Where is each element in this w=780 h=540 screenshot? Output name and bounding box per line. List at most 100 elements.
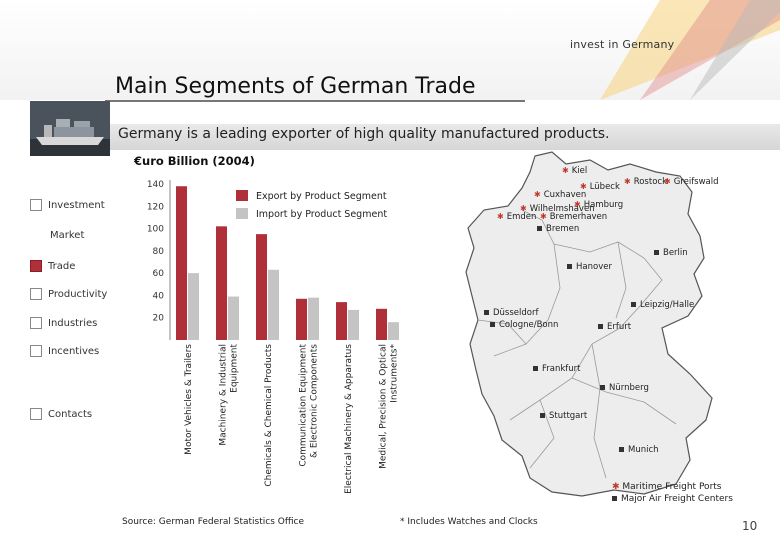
checkbox-icon — [30, 199, 42, 211]
page-number: 10 — [742, 519, 758, 533]
checkbox-icon — [30, 408, 42, 420]
import-bar — [188, 273, 199, 340]
airport-marker-icon — [567, 264, 572, 269]
sidebar-item-industries[interactable]: Industries — [30, 315, 97, 331]
checkbox-icon — [30, 345, 42, 357]
airport-marker-icon — [654, 250, 659, 255]
city-leipzig-halle: Leipzig/Halle — [631, 300, 694, 310]
category-label-line: & Electronic Components — [310, 344, 320, 458]
port-marker-icon: ✱ — [664, 177, 671, 186]
export-bar — [216, 226, 227, 340]
sidebar-item-label: Industries — [48, 317, 98, 329]
sidebar-item-label: Productivity — [48, 288, 108, 300]
sidebar-item-market[interactable]: Market — [50, 230, 85, 241]
category-label-line: Equipment — [230, 344, 240, 393]
city-kiel: ✱ Kiel — [562, 166, 588, 176]
airport-marker-icon — [598, 324, 603, 329]
city-nuernberg: Nürnberg — [600, 383, 649, 393]
port-marker-icon: ✱ — [520, 204, 527, 213]
category-label: Motor Vehicles & Trailers — [184, 344, 194, 455]
sidebar-item-contacts[interactable]: Contacts — [30, 406, 92, 422]
sidebar-item-investment[interactable]: Investment — [30, 197, 105, 213]
port-marker-icon: ✱ — [497, 212, 504, 221]
legend-label: Export by Product Segment — [256, 191, 387, 202]
export-bar — [256, 234, 267, 340]
city-cologne-bonn: Cologne/Bonn — [490, 320, 558, 330]
category-label-line: Electrical Machinery & Apparatus — [344, 344, 354, 494]
logo-stripes — [600, 0, 780, 100]
airport-marker-icon — [484, 310, 489, 315]
category-label-line: Chemicals & Chemical Products — [264, 344, 274, 487]
category-label-line: Machinery & Industrial — [219, 344, 229, 446]
map-legend-airports: Major Air Freight Centers — [612, 494, 733, 504]
sidebar-item-label: Investment — [48, 199, 105, 211]
city-hamburg: ✱ Hamburg — [574, 200, 624, 210]
port-marker-icon: ✱ — [562, 166, 569, 175]
legend-swatch — [236, 190, 248, 201]
category-label: Electrical Machinery & Apparatus — [344, 344, 354, 494]
category-label: Medical, Precision & OpticalInstruments* — [379, 344, 400, 469]
airport-marker-icon — [490, 322, 495, 327]
city-greifswald: ✱ Greifswald — [664, 177, 719, 187]
export-bar — [296, 298, 307, 340]
port-marker-icon: ✱ — [580, 182, 587, 191]
sidebar-item-label: Contacts — [48, 408, 93, 420]
city-bremen: Bremen — [537, 224, 579, 234]
airport-marker-icon — [533, 366, 538, 371]
legend-label: Import by Product Segment — [256, 209, 387, 220]
logo-text: invest in Germany — [570, 38, 675, 51]
city-berlin: Berlin — [654, 248, 688, 258]
checkbox-icon — [30, 317, 42, 329]
page-title: Main Segments of German Trade — [115, 74, 476, 99]
sidebar-item-productivity[interactable]: Productivity — [30, 286, 107, 302]
category-label: Communication Equipment& Electronic Comp… — [299, 344, 320, 467]
y-tick-label: 20 — [153, 314, 165, 324]
city-cuxhaven: ✱ Cuxhaven — [534, 190, 587, 200]
port-marker-icon: ✱ — [624, 177, 631, 186]
legend-swatch — [236, 208, 248, 219]
germany-map — [465, 151, 713, 497]
footnote: * Includes Watches and Clocks — [400, 517, 538, 527]
y-tick-label: 40 — [153, 291, 165, 301]
city-erfurt: Erfurt — [598, 322, 631, 332]
checkbox-icon — [30, 260, 42, 272]
import-bar — [308, 297, 319, 340]
map-legend-ports: ✱ Maritime Freight Ports — [612, 482, 722, 492]
y-tick-label: 80 — [153, 247, 165, 257]
category-label-line: Medical, Precision & Optical — [379, 344, 389, 469]
category-label-line: Motor Vehicles & Trailers — [184, 344, 194, 455]
cargo-ship-photo — [30, 101, 110, 156]
city-munich: Munich — [619, 445, 659, 455]
export-bar — [376, 308, 387, 340]
y-tick-label: 120 — [147, 202, 164, 212]
checkbox-icon — [30, 288, 42, 300]
port-marker-icon: ✱ — [574, 200, 581, 209]
port-marker-icon: ✱ — [534, 190, 541, 199]
category-label: Chemicals & Chemical Products — [264, 344, 274, 487]
port-marker-icon: ✱ — [612, 482, 623, 492]
category-label-line: Communication Equipment — [299, 344, 309, 467]
airport-marker-icon — [631, 302, 636, 307]
category-label-line: Instruments* — [390, 344, 400, 403]
city-stuttgart: Stuttgart — [540, 411, 587, 421]
airport-marker-icon — [540, 413, 545, 418]
sidebar-item-label: Trade — [48, 260, 76, 272]
sidebar-item-trade[interactable]: Trade — [30, 258, 75, 274]
airport-marker-icon — [619, 447, 624, 452]
export-bar — [176, 186, 187, 340]
subtitle-band — [110, 124, 780, 150]
y-tick-label: 60 — [153, 269, 165, 279]
import-bar — [268, 269, 279, 340]
export-bar — [336, 302, 347, 340]
sidebar-item-incentives[interactable]: Incentives — [30, 343, 99, 359]
airport-marker-icon — [612, 496, 617, 501]
city-rostock: ✱ Rostock — [624, 177, 667, 187]
city-duesseldorf: Düsseldorf — [484, 308, 538, 318]
chart-title: €uro Billion (2004) — [134, 154, 255, 168]
y-tick-label: 100 — [147, 225, 164, 235]
sidebar-item-label: Incentives — [48, 345, 100, 357]
airport-marker-icon — [537, 226, 542, 231]
airport-marker-icon — [600, 385, 605, 390]
city-frankfurt: Frankfurt — [533, 364, 581, 374]
